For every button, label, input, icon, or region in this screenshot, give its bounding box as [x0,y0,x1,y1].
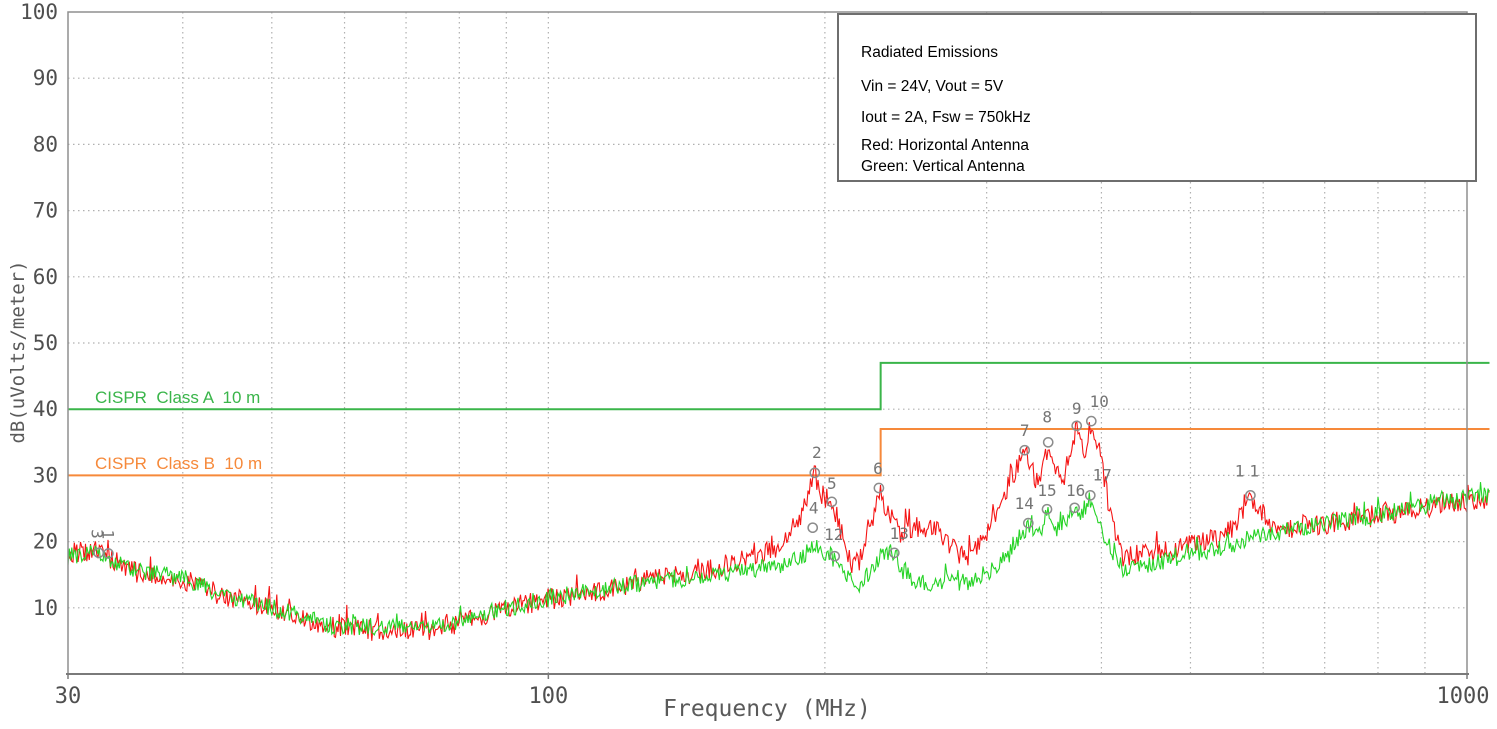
y-tick-label: 90 [33,66,58,90]
peak-marker-circle-13 [888,547,900,559]
peak-marker-label-6: 6 [873,459,883,478]
peak-marker-circle-1 [103,548,114,559]
peak-marker-label-12: 12 [824,525,843,544]
peak-marker-label-2: 2 [812,443,822,462]
y-tick-label: 50 [33,331,58,355]
peak-marker-circle-15 [1041,503,1053,515]
peak-marker-label-16: 16 [1066,481,1085,500]
peak-marker-circle-6 [873,482,885,494]
peak-marker-label-11: 11 [1235,461,1264,480]
peak-marker-label-17: 17 [1093,465,1112,484]
x-tick-label: 30 [55,684,82,709]
info-green-legend: Green: Vertical Antenna [861,158,1025,175]
x-axis-title: Frequency (MHz) [663,696,871,722]
peak-marker-circle-14 [1022,517,1034,529]
cispr-class-a-line [68,361,1490,411]
info-iout-fsw: Iout = 2A, Fsw = 750kHz [861,109,1031,126]
y-axis-title: dB(uVolts/meter) [7,260,29,443]
y-tick-label: 70 [33,199,58,223]
peak-marker-circle-8 [1042,436,1054,448]
red-trace-horizontal-antenna [67,419,1490,641]
y-tick-label: 30 [33,463,58,487]
info-vin-vout: Vin = 24V, Vout = 5V [861,78,1004,95]
peak-marker-label-7: 7 [1020,421,1030,440]
limit-lines-layer [68,361,1490,477]
peak-marker-circle-9 [1071,420,1083,432]
traces-layer [67,419,1490,641]
peak-marker-label-4: 4 [809,499,819,518]
y-tick-label: 20 [33,530,58,554]
peak-marker-circle-2 [809,467,821,479]
peak-marker-label-9: 9 [1072,399,1082,418]
cispr-class-a-label: CISPR Class A 10 m [95,388,260,407]
peak-marker-label-15: 15 [1037,481,1056,500]
chart-info-box: Radiated Emissions Vin = 24V, Vout = 5V … [837,13,1477,182]
cispr-class-b-line [68,428,1490,477]
peak-marker-label-5: 5 [827,474,837,493]
peak-marker-label-13: 13 [890,524,909,543]
x-tick-label: 100 [528,684,568,709]
peak-marker-circle-17 [1084,489,1096,501]
green-trace-vertical-antenna [67,482,1490,636]
peak-marker-circle-7 [1019,444,1031,456]
peak-marker-label-14: 14 [1015,494,1034,513]
peak-marker-circle-5 [826,496,838,508]
info-red-legend: Red: Horizontal Antenna [861,137,1030,154]
peak-marker-circle-11 [1245,489,1256,501]
y-tick-label: 40 [33,397,58,421]
peak-marker-circle-4 [807,522,819,534]
info-title: Radiated Emissions [861,44,998,61]
peak-marker-label-10: 10 [1090,392,1109,411]
cispr-class-b-label: CISPR Class B 10 m [95,454,262,473]
x-tick-label: 1000 [1437,684,1490,709]
peak-marker-circle-10 [1085,415,1097,427]
peak-marker-label-1: 1 [98,530,117,540]
y-tick-label: 80 [33,132,58,156]
peak-marker-label-3: 3 [88,529,107,539]
peak-marker-circle-12 [829,550,841,562]
y-tick-label: 100 [20,0,58,24]
y-tick-label: 10 [33,596,58,620]
y-tick-label: 60 [33,265,58,289]
peak-marker-label-8: 8 [1042,407,1052,426]
peak-marker-circle-16 [1069,502,1080,514]
axes-layer: 10 20 30 40 50 60 70 80 90 100 30 100 1000 [20,0,1489,709]
